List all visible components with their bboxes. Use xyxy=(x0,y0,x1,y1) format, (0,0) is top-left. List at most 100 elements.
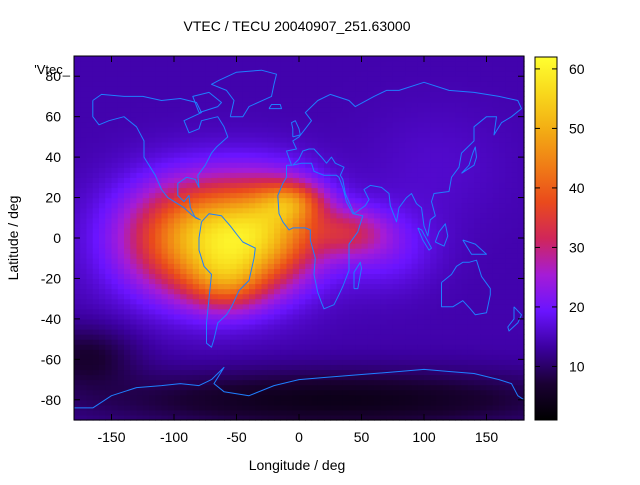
heatmap-cell xyxy=(480,96,488,103)
heatmap-cell xyxy=(286,399,294,406)
heatmap-cell xyxy=(499,141,506,148)
heatmap-cell xyxy=(142,61,150,67)
heatmap-cell xyxy=(292,222,300,229)
heatmap-cell xyxy=(130,91,138,98)
heatmap-cell xyxy=(386,308,394,315)
heatmap-cell xyxy=(99,334,106,340)
heatmap-cell xyxy=(105,147,113,153)
heatmap-cell xyxy=(117,253,125,259)
heatmap-cell xyxy=(186,293,194,300)
heatmap-cell xyxy=(449,192,456,199)
heatmap-cell xyxy=(455,344,463,350)
heatmap-cell xyxy=(142,187,150,194)
heatmap-cell xyxy=(199,56,206,62)
heatmap-cell xyxy=(74,56,81,62)
heatmap-cell xyxy=(105,91,113,98)
heatmap-cell xyxy=(242,141,250,148)
heatmap-cell xyxy=(249,126,256,133)
heatmap-cell xyxy=(249,298,256,305)
heatmap-cell xyxy=(292,253,300,259)
heatmap-cell xyxy=(499,76,506,82)
heatmap-cell xyxy=(130,258,138,264)
heatmap-cell xyxy=(205,344,213,350)
heatmap-cell xyxy=(211,369,219,376)
heatmap-cell xyxy=(217,71,225,77)
heatmap-cell xyxy=(492,344,500,350)
heatmap-cell xyxy=(436,91,444,98)
heatmap-cell xyxy=(405,409,413,416)
heatmap-cell xyxy=(274,212,281,219)
heatmap-cell xyxy=(124,384,131,391)
heatmap-cell xyxy=(467,384,475,391)
heatmap-cell xyxy=(255,91,263,98)
heatmap-cell xyxy=(342,136,350,143)
heatmap-cell xyxy=(355,212,363,219)
heatmap-cell xyxy=(380,283,388,290)
heatmap-cell xyxy=(280,354,288,360)
heatmap-cell xyxy=(430,369,438,376)
heatmap-cell xyxy=(499,394,506,401)
heatmap-cell xyxy=(249,253,256,259)
heatmap-cell xyxy=(286,81,294,87)
heatmap-cell xyxy=(186,268,194,274)
heatmap-cell xyxy=(480,66,488,72)
heatmap-cell xyxy=(392,253,400,259)
heatmap-cell xyxy=(199,96,206,103)
heatmap-cell xyxy=(249,232,256,239)
heatmap-cell xyxy=(136,323,144,330)
heatmap-cell xyxy=(330,86,338,92)
heatmap-cell xyxy=(305,147,313,153)
heatmap-cell xyxy=(136,399,144,406)
heatmap-cell xyxy=(492,61,500,67)
heatmap-cell xyxy=(442,232,450,239)
heatmap-cell xyxy=(336,66,344,72)
heatmap-cell xyxy=(449,187,456,194)
heatmap-cell xyxy=(74,344,81,350)
heatmap-cell xyxy=(249,187,256,194)
heatmap-cell xyxy=(411,126,419,133)
heatmap-cell xyxy=(467,207,475,214)
heatmap-cell xyxy=(380,334,388,340)
heatmap-cell xyxy=(174,157,181,163)
heatmap-cell xyxy=(436,313,444,320)
heatmap-cell xyxy=(292,374,300,381)
heatmap-cell xyxy=(286,116,294,123)
heatmap-cell xyxy=(330,354,338,360)
heatmap-cell xyxy=(186,248,194,254)
heatmap-cell xyxy=(236,126,244,133)
heatmap-cell xyxy=(386,232,394,239)
heatmap-cell xyxy=(424,293,431,300)
heatmap-cell xyxy=(386,278,394,285)
heatmap-cell xyxy=(380,71,388,77)
heatmap-cell xyxy=(386,182,394,189)
heatmap-cell xyxy=(224,323,231,330)
heatmap-cell xyxy=(455,162,463,168)
heatmap-cell xyxy=(299,167,306,173)
heatmap-cell xyxy=(492,394,500,401)
heatmap-cell xyxy=(336,248,344,254)
heatmap-cell xyxy=(324,303,331,310)
heatmap-cell xyxy=(392,131,400,138)
heatmap-cell xyxy=(124,81,131,87)
heatmap-cell xyxy=(461,379,469,386)
heatmap-cell xyxy=(311,344,319,350)
heatmap-cell xyxy=(86,61,94,67)
heatmap-cell xyxy=(261,364,269,371)
heatmap-cell xyxy=(92,349,100,355)
heatmap-cell xyxy=(167,71,175,77)
heatmap-cell xyxy=(174,278,181,285)
heatmap-cell xyxy=(142,288,150,295)
heatmap-cell xyxy=(174,303,181,310)
heatmap-cell xyxy=(161,288,169,295)
heatmap-cell xyxy=(255,167,263,173)
heatmap-cell xyxy=(155,359,163,365)
heatmap-cell xyxy=(442,152,450,158)
heatmap-cell xyxy=(149,111,156,118)
heatmap-cell xyxy=(99,101,106,108)
heatmap-cell xyxy=(267,192,275,199)
heatmap-cell xyxy=(442,268,450,274)
heatmap-cell xyxy=(336,379,344,386)
heatmap-cell xyxy=(492,187,500,194)
heatmap-cell xyxy=(192,389,200,396)
heatmap-cell xyxy=(167,116,175,123)
